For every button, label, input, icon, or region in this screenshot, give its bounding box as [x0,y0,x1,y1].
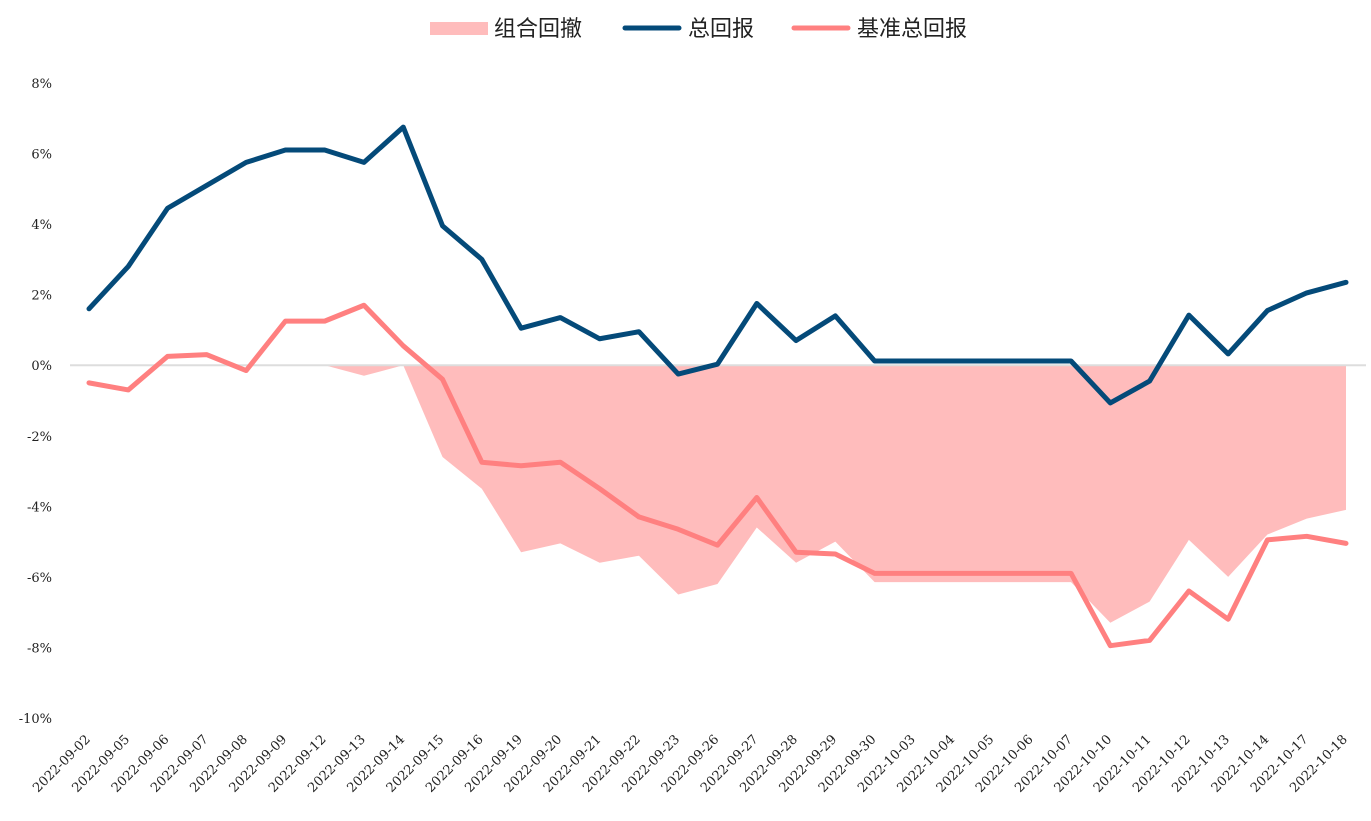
y-axis: 8% 6% 4% 2% 0% -2% -4% -6% -8% -10% [19,77,52,727]
series-line-1 [86,124,1349,406]
y-tick-label: 6% [31,148,52,163]
y-tick-label: -6% [27,571,52,586]
series-lines-layer [86,124,1349,649]
legend: 组合回撤 总回报 基准总回报 [430,17,967,42]
y-tick-label: 8% [31,77,52,92]
legend-swatch-0 [430,22,488,35]
y-tick-label: 0% [31,359,52,374]
legend-label-2: 基准总回报 [857,17,967,42]
y-tick-label: 2% [31,289,52,304]
y-tick-label: -2% [27,430,52,445]
x-axis: 2022-09-022022-09-052022-09-062022-09-07… [30,732,1351,796]
legend-label-1: 总回报 [688,17,754,42]
legend-label-0: 组合回撤 [494,17,582,42]
series-line-2 [86,302,1349,649]
y-tick-label: -8% [27,641,52,656]
y-tick-label: -10% [19,712,52,727]
y-tick-label: 4% [31,218,52,233]
y-tick-label: -4% [27,500,52,515]
drawdown-area-layer [89,365,1346,623]
series-area-0 [89,365,1346,623]
